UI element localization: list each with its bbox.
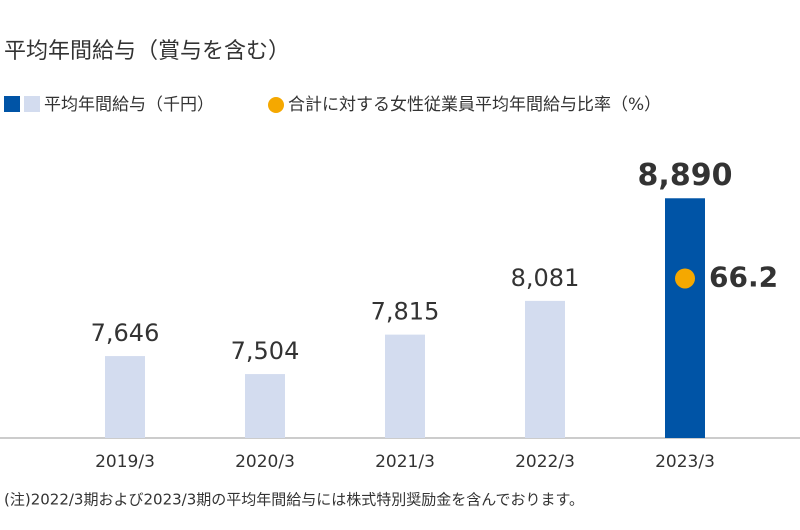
bar bbox=[385, 334, 425, 438]
value-label: 7,815 bbox=[371, 298, 440, 326]
value-label: 7,646 bbox=[91, 319, 160, 347]
dot-label: 66.2 bbox=[709, 260, 778, 293]
bar bbox=[665, 198, 705, 438]
x-tick-label: 2019/3 bbox=[95, 452, 155, 472]
x-tick-label: 2020/3 bbox=[235, 452, 295, 472]
value-label: 8,890 bbox=[638, 158, 733, 193]
value-label: 8,081 bbox=[511, 264, 580, 292]
bar bbox=[105, 356, 145, 438]
legend-label: 平均年間給与（千円） bbox=[44, 95, 214, 115]
legend-label: 合計に対する女性従業員平均年間給与比率（%） bbox=[288, 95, 661, 115]
legend-swatch bbox=[24, 96, 40, 112]
x-tick-label: 2021/3 bbox=[375, 452, 435, 472]
legend-swatch bbox=[268, 97, 284, 113]
x-tick-label: 2023/3 bbox=[655, 452, 715, 472]
legend-swatch bbox=[4, 96, 20, 112]
bar bbox=[245, 374, 285, 438]
footnote: (注)2022/3期および2023/3期の平均年間給与には株式特別奨励金を含んで… bbox=[4, 491, 584, 509]
value-label: 7,504 bbox=[231, 337, 300, 365]
dot bbox=[675, 268, 695, 289]
chart-title: 平均年間給与（賞与を含む） bbox=[4, 39, 290, 64]
bar bbox=[525, 300, 565, 438]
x-tick-label: 2022/3 bbox=[515, 452, 575, 472]
